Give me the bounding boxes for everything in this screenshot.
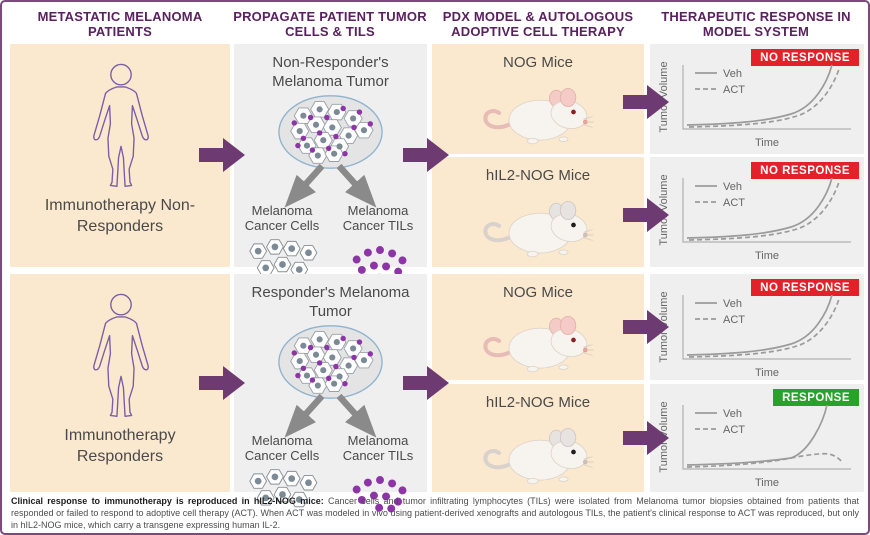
flow-arrow-icon: [623, 85, 669, 119]
svg-text:Time: Time: [755, 367, 779, 379]
flow-arrow-icon: [199, 138, 245, 172]
panel-patient-responders: Immunotherapy Responders: [10, 274, 230, 492]
cancer-cells-label: Melanoma Cancer Cells: [244, 203, 320, 233]
figure-caption: Clinical response to immunotherapy is re…: [11, 496, 859, 532]
header-patients: METASTATIC MELANOMA PATIENTS: [37, 9, 203, 40]
svg-text:ACT: ACT: [723, 84, 745, 96]
tumor-growth-chart: Tumor Volume Veh ACT Time: [659, 291, 851, 379]
human-figure: [85, 290, 157, 422]
caption-lead: Clinical response to immunotherapy is re…: [11, 496, 324, 506]
panel-graph-2a: NO RESPONSE Tumor Volume Veh ACT Time: [650, 274, 864, 380]
flow-arrow-icon: [403, 366, 449, 400]
tumor-illustration: [274, 324, 387, 400]
panel-nog-mice-2: NOG Mice: [432, 274, 644, 380]
split-arrows: [284, 394, 377, 438]
response-badge: NO RESPONSE: [751, 162, 859, 179]
svg-text:Veh: Veh: [723, 181, 742, 193]
header-propagate: PROPAGATE PATIENT TUMOR CELLS & TILS: [233, 9, 427, 40]
panel-graph-2b: RESPONSE Tumor Volume Veh ACT Time: [650, 384, 864, 492]
patient-label: Immunotherapy Responders: [64, 427, 176, 465]
svg-text:Time: Time: [755, 250, 779, 262]
split-arrows: [284, 164, 377, 208]
nog-mouse-illustration: [480, 306, 598, 374]
tumor-illustration: [274, 94, 387, 170]
header-pdx-model: PDX MODEL & AUTOLOGOUS ADOPTIVE CELL THE…: [442, 9, 634, 40]
svg-text:Time: Time: [755, 477, 779, 489]
flow-arrow-icon: [623, 198, 669, 232]
human-figure: [85, 60, 157, 192]
tumor-title: Responder's Melanoma Tumor: [251, 284, 410, 320]
panel-hil2-nog-mice-1: hIL2-NOG Mice: [432, 157, 644, 267]
svg-text:Veh: Veh: [723, 68, 742, 80]
svg-text:Tumor Volume: Tumor Volume: [659, 174, 670, 245]
tumor-growth-chart: Tumor Volume Veh ACT Time: [659, 174, 851, 262]
caption-body: Cancer cells and tumor infiltrating lymp…: [11, 496, 859, 530]
cancer-tils-label: Melanoma Cancer TILs: [342, 203, 414, 233]
panel-nog-mice-1: NOG Mice: [432, 44, 644, 154]
svg-text:ACT: ACT: [723, 424, 745, 436]
svg-text:Veh: Veh: [723, 298, 742, 310]
panel-graph-1a: NO RESPONSE Tumor Volume Veh ACT Time: [650, 44, 864, 154]
cancer-tils-label: Melanoma Cancer TILs: [342, 433, 414, 463]
flow-arrow-icon: [403, 138, 449, 172]
panel-tumor-responder: Responder's Melanoma Tumor Melanoma Canc…: [234, 274, 427, 492]
panel-hil2-nog-mice-2: hIL2-NOG Mice: [432, 384, 644, 492]
response-badge: NO RESPONSE: [751, 279, 859, 296]
mouse-label: NOG Mice: [502, 284, 573, 301]
hil2-nog-mouse-illustration: [480, 418, 598, 486]
svg-text:Veh: Veh: [723, 408, 742, 420]
header-response: THERAPEUTIC RESPONSE IN MODEL SYSTEM: [661, 9, 851, 40]
flow-arrow-icon: [199, 366, 245, 400]
svg-text:ACT: ACT: [723, 197, 745, 209]
mouse-label: hIL2-NOG Mice: [485, 394, 591, 411]
flow-arrow-icon: [623, 310, 669, 344]
mouse-label: hIL2-NOG Mice: [485, 167, 591, 184]
svg-text:ACT: ACT: [723, 314, 745, 326]
response-badge: RESPONSE: [773, 389, 859, 406]
hil2-nog-mouse-illustration: [480, 191, 598, 259]
cancer-cells-label: Melanoma Cancer Cells: [244, 433, 320, 463]
patient-label: Immunotherapy Non-Responders: [44, 197, 196, 235]
nog-mouse-illustration: [480, 78, 598, 146]
mouse-label: NOG Mice: [502, 54, 573, 71]
tumor-growth-chart: Tumor Volume Veh ACT Time: [659, 401, 851, 489]
panel-graph-1b: NO RESPONSE Tumor Volume Veh ACT Time: [650, 157, 864, 267]
tumor-growth-chart: Tumor Volume Veh ACT Time: [659, 61, 851, 149]
panel-patient-nonresponders: Immunotherapy Non-Responders: [10, 44, 230, 267]
tumor-title: Non-Responder's Melanoma Tumor: [272, 54, 389, 90]
flow-arrow-icon: [623, 421, 669, 455]
svg-text:Tumor Volume: Tumor Volume: [659, 61, 670, 132]
response-badge: NO RESPONSE: [751, 49, 859, 66]
svg-text:Time: Time: [755, 137, 779, 149]
panel-tumor-nonresponder: Non-Responder's Melanoma Tumor Melanoma …: [234, 44, 427, 267]
